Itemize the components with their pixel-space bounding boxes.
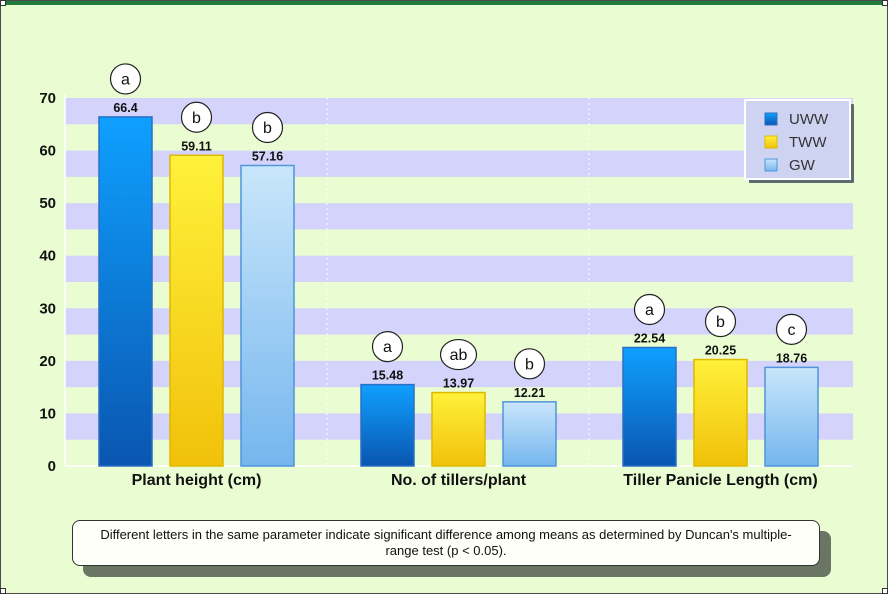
significance-circle	[371, 331, 404, 363]
significance-letter: ab	[450, 347, 468, 364]
value-label: 57.16	[252, 150, 283, 164]
legend-label: GW	[789, 157, 816, 174]
significance-letter: a	[645, 302, 654, 319]
significance-letter: a	[121, 71, 130, 88]
bar-gw	[764, 366, 819, 467]
significance-circle	[633, 293, 666, 326]
y-tick-label: 10	[39, 405, 56, 422]
x-axis-categories: Plant height (cm) No. of tillers/plant Til…	[132, 472, 818, 489]
significance-circle	[704, 305, 737, 338]
significance-circle	[775, 313, 808, 345]
significance-letter: b	[716, 314, 725, 331]
value-label: 12.21	[514, 386, 545, 400]
value-label: 20.25	[705, 344, 736, 358]
corner-handle-tl	[0, 0, 6, 6]
value-label: 22.54	[634, 332, 665, 346]
significance-letter: a	[383, 339, 392, 356]
corner-handle-bl	[0, 588, 6, 594]
y-tick-label: 60	[39, 143, 56, 160]
corner-handle-tr	[882, 0, 888, 6]
bar-uww	[98, 116, 153, 467]
significance-letter: b	[263, 120, 272, 137]
bar-chart: 0 10 20 30 40 50 60 70 66.4 a 59.11 b 57.16 b 15.48 a 1…	[39, 63, 854, 489]
category-separators	[326, 98, 590, 466]
x-category-label: Tiller Panicle Length (cm)	[623, 472, 817, 489]
legend-label: TWW	[789, 134, 827, 151]
y-tick-label: 30	[39, 300, 56, 317]
y-tick-label: 70	[39, 90, 56, 107]
y-tick-label: 20	[39, 353, 56, 370]
legend-swatch-uww	[764, 112, 778, 126]
corner-handle-br	[882, 588, 888, 594]
bar-uww	[360, 383, 415, 467]
footnote: Different letters in the same parameter …	[72, 520, 820, 566]
y-tick-label: 50	[39, 195, 56, 212]
value-label: 59.11	[181, 139, 212, 153]
significance-circle	[251, 111, 284, 144]
top-accent-bar	[1, 1, 887, 5]
significance-letter: c	[788, 322, 796, 339]
bar-tww	[431, 391, 486, 467]
x-category-label: No. of tillers/plant	[391, 472, 527, 489]
significance-circle	[439, 338, 478, 371]
bar-gw	[240, 164, 295, 467]
legend-box	[744, 99, 851, 180]
y-axis-ticks: 0 10 20 30 40 50 60 70	[39, 90, 56, 475]
bar-uww	[622, 346, 677, 467]
bar-gw	[502, 401, 557, 467]
legend-label: UWW	[789, 111, 829, 128]
significance-letter: b	[192, 110, 201, 127]
significance-circle	[513, 348, 546, 380]
legend-swatch-gw	[764, 158, 778, 172]
significance-letter: b	[525, 356, 534, 373]
bars: 66.4a59.11b57.16b15.48a13.97ab12.21b22.5…	[98, 63, 819, 467]
value-label: 13.97	[443, 377, 474, 391]
legend: UWW TWW GW	[744, 99, 854, 183]
x-category-label: Plant height (cm)	[132, 472, 262, 489]
bar-tww	[169, 154, 224, 467]
value-label: 66.4	[113, 101, 137, 115]
significance-circle	[180, 101, 213, 133]
value-label: 18.76	[776, 351, 807, 365]
significance-circle	[109, 63, 142, 95]
value-label: 15.48	[372, 369, 403, 383]
bar-tww	[693, 358, 748, 467]
legend-swatch-tww	[764, 135, 778, 149]
y-tick-label: 0	[48, 458, 56, 475]
y-tick-label: 40	[39, 248, 56, 265]
